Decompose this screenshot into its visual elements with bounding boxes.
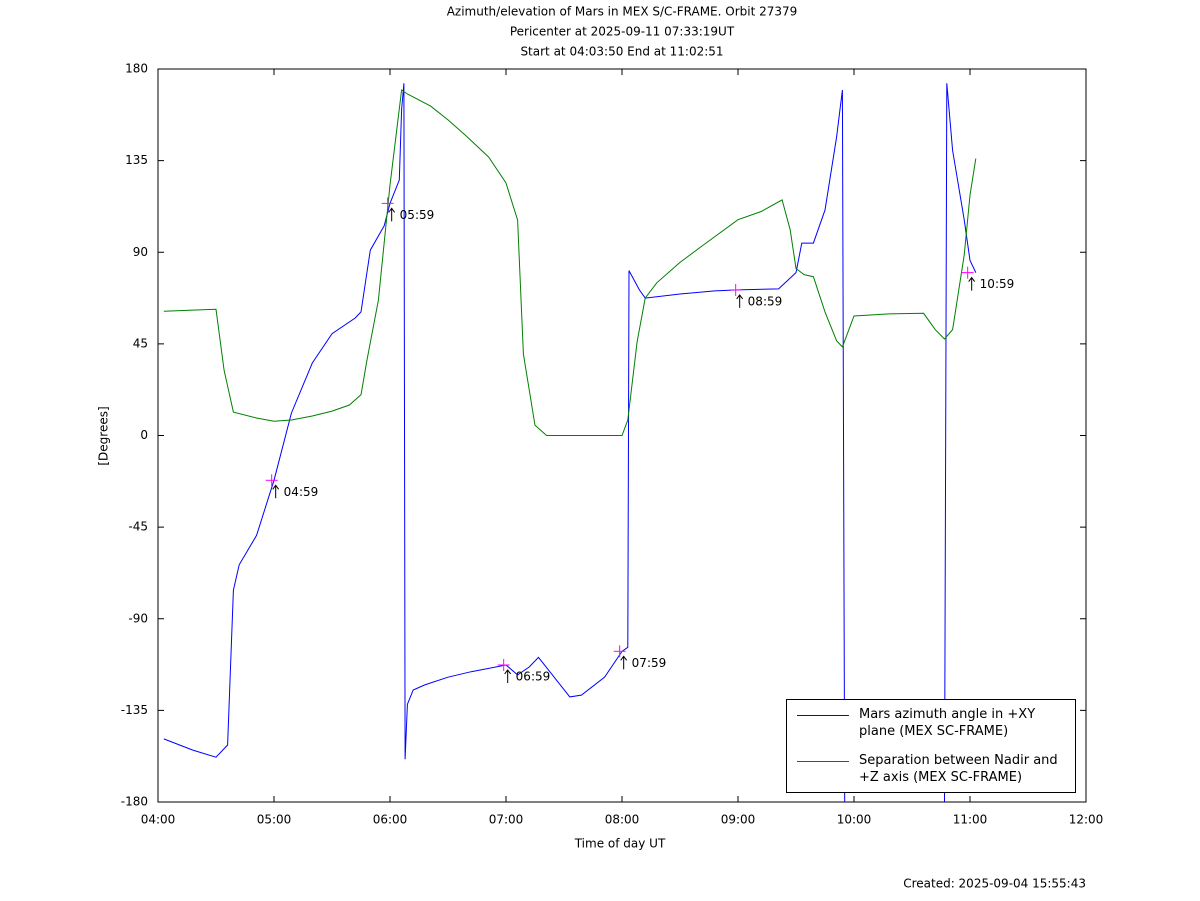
x-tick-label: 11:00: [953, 813, 988, 827]
legend: Mars azimuth angle in +XY plane (MEX SC-…: [786, 699, 1076, 793]
legend-swatch: [797, 761, 849, 762]
y-tick-label: -180: [121, 795, 148, 809]
annotation-arrow: [388, 207, 396, 222]
y-tick-label: -135: [121, 703, 148, 717]
x-tick-label: 10:00: [837, 813, 872, 827]
y-tick-label: 0: [140, 428, 148, 442]
chart-subtitle: Start at 04:03:50 End at 11:02:51: [520, 45, 723, 59]
annotation-arrow: [504, 669, 512, 683]
y-tick-label: 180: [125, 62, 148, 76]
legend-label: Separation between Nadir and +Z axis (ME…: [859, 753, 1058, 785]
x-tick-label: 08:00: [605, 813, 640, 827]
x-tick-label: 06:00: [373, 813, 408, 827]
chart-title: Azimuth/elevation of Mars in MEX S/C-FRA…: [447, 5, 798, 19]
y-tick-label: 135: [125, 153, 148, 167]
series-line: [163, 83, 977, 802]
y-tick-label: -90: [128, 611, 148, 625]
annotation: 05:59: [400, 208, 435, 222]
annotation: 07:59: [632, 656, 667, 670]
legend-swatch: [797, 715, 849, 716]
footer: Created: 2025-09-04 15:55:43: [903, 877, 1086, 891]
annotation-arrow: [968, 276, 976, 291]
x-tick-label: 09:00: [721, 813, 756, 827]
annotation: 08:59: [748, 294, 783, 308]
annotation-arrow: [620, 655, 628, 670]
x-axis-label: Time of day UT: [574, 837, 666, 851]
chart-subtitle: Pericenter at 2025-09-11 07:33:19UT: [510, 25, 735, 39]
annotation: 04:59: [284, 485, 319, 499]
plot-area: [163, 83, 977, 802]
annotation: 06:59: [516, 669, 551, 683]
annotation-arrow: [736, 294, 744, 308]
annotation: 10:59: [980, 277, 1015, 291]
x-tick-label: 04:00: [141, 813, 176, 827]
legend-label: Mars azimuth angle in +XY plane (MEX SC-…: [859, 707, 1036, 739]
y-axis-label: [Degrees]: [97, 406, 111, 465]
annotation-arrow: [272, 484, 280, 499]
legend-entry: Separation between Nadir and +Z axis (ME…: [797, 752, 1069, 786]
y-tick-label: -45: [128, 520, 148, 534]
x-tick-label: 12:00: [1069, 813, 1104, 827]
legend-entry: Mars azimuth angle in +XY plane (MEX SC-…: [797, 706, 1069, 740]
y-tick-label: 45: [133, 336, 148, 350]
y-tick-label: 90: [133, 245, 148, 259]
series-line: [163, 89, 977, 436]
x-tick-label: 05:00: [257, 813, 292, 827]
x-tick-label: 07:00: [489, 813, 524, 827]
